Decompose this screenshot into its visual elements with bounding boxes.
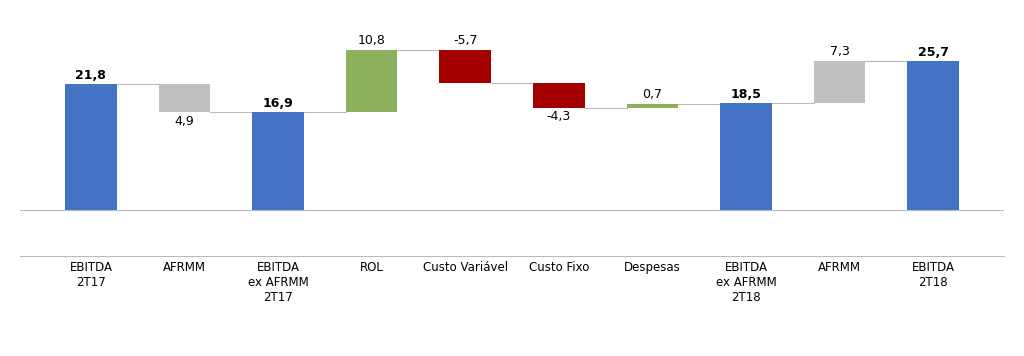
Text: -5,7: -5,7 <box>453 35 477 47</box>
Text: -4,3: -4,3 <box>547 110 571 123</box>
Text: 7,3: 7,3 <box>829 46 850 58</box>
Bar <box>439 50 490 83</box>
Text: 16,9: 16,9 <box>263 97 294 110</box>
Text: 4,9: 4,9 <box>175 115 195 127</box>
Bar <box>814 61 865 103</box>
Bar <box>66 84 117 210</box>
Text: 25,7: 25,7 <box>918 46 948 59</box>
Text: 18,5: 18,5 <box>730 88 762 101</box>
Bar <box>907 61 958 210</box>
Bar <box>720 103 772 210</box>
Text: 10,8: 10,8 <box>357 35 386 47</box>
Bar <box>627 104 678 108</box>
Text: 21,8: 21,8 <box>76 69 106 82</box>
Text: 0,7: 0,7 <box>642 88 663 101</box>
Bar <box>346 50 397 112</box>
Bar <box>252 112 304 210</box>
Bar <box>534 83 585 108</box>
Bar <box>159 84 210 112</box>
